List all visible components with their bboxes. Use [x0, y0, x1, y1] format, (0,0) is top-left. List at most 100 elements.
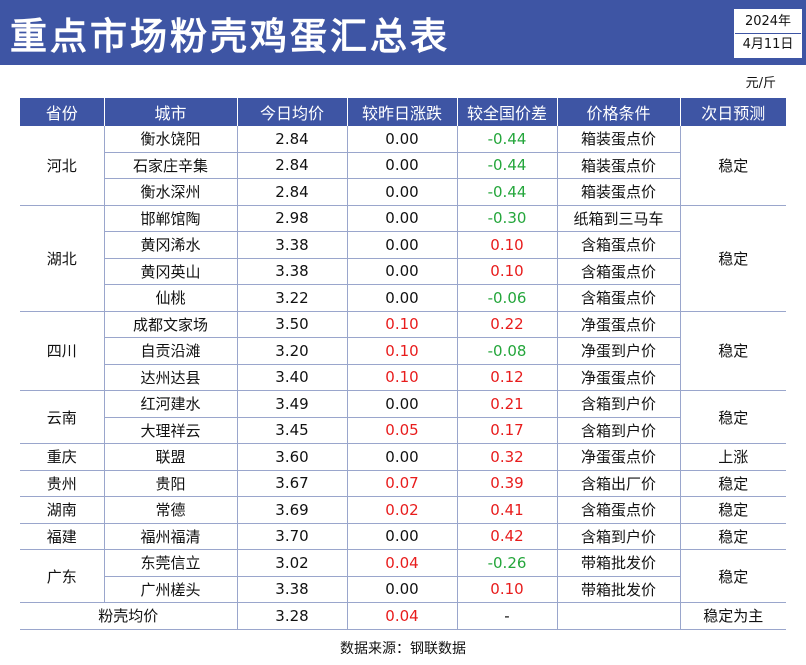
table-row: 四川 成都文家场 3.50 0.10 0.22 净蛋蛋点价 稳定: [20, 311, 786, 391]
forecast-cell: 稳定: [679, 549, 786, 603]
condition-cell: 纸箱到三马车: [556, 205, 680, 232]
forecast-cell: 稳定: [679, 205, 786, 312]
column-header: 次日预测: [680, 98, 786, 126]
province-cell: 河北: [20, 126, 104, 206]
price-cell: 3.49: [236, 390, 347, 418]
diff-cell: 0.10: [456, 576, 557, 603]
price-cell: 3.67: [236, 470, 347, 497]
column-header: 较昨日涨跌: [347, 98, 458, 126]
condition-cell: 含箱蛋点价: [556, 496, 680, 524]
city-cell: 红河建水: [103, 390, 237, 418]
forecast-cell: 稳定: [679, 496, 786, 524]
table-row: 湖南 常德 3.69 0.02 0.41 含箱蛋点价 稳定: [20, 496, 786, 524]
city-cell: 衡水深州: [103, 178, 237, 206]
diff-cell: 0.10: [456, 231, 557, 259]
province-cell: 四川: [20, 311, 104, 391]
date-badge: 2024年 4月11日: [734, 9, 802, 58]
data-source: 数据来源：钢联数据: [340, 641, 466, 657]
summary-diff: -: [456, 602, 557, 629]
change-cell: 0.05: [346, 417, 457, 444]
price-cell: 2.84: [236, 126, 347, 153]
table-row: 石家庄辛集 2.84 0.00 -0.44 箱装蛋点价: [20, 152, 786, 179]
table-row: 重庆 联盟 3.60 0.00 0.32 净蛋蛋点价 上涨: [20, 443, 786, 471]
change-cell: 0.02: [346, 496, 457, 524]
table-row: 广州槎头 3.38 0.00 0.10 带箱批发价: [20, 576, 786, 603]
diff-cell: 0.32: [456, 443, 557, 471]
summary-label: 粉壳均价: [98, 607, 159, 626]
diff-cell: -0.44: [456, 126, 557, 153]
city-cell: 联盟: [103, 443, 237, 471]
change-cell: 0.00: [346, 443, 457, 471]
forecast-cell: 稳定: [679, 390, 786, 444]
change-cell: 0.00: [346, 523, 457, 550]
province-cell: 重庆: [20, 443, 104, 471]
price-cell: 3.70: [236, 523, 347, 550]
price-cell: 3.40: [236, 364, 347, 391]
price-cell: 3.38: [236, 576, 347, 603]
column-header: 省份: [20, 98, 105, 126]
column-header: 较全国价差: [457, 98, 558, 126]
price-cell: 2.84: [236, 178, 347, 206]
diff-cell: 0.42: [456, 523, 557, 550]
table-row: 贵州 贵阳 3.67 0.07 0.39 含箱出厂价 稳定: [20, 470, 786, 497]
change-cell: 0.00: [346, 126, 457, 153]
change-cell: 0.04: [346, 549, 457, 577]
condition-cell: 含箱蛋点价: [556, 284, 680, 312]
change-cell: 0.07: [346, 470, 457, 497]
diff-cell: -0.06: [456, 284, 557, 312]
condition-cell: 含箱到户价: [556, 390, 680, 418]
diff-cell: -0.08: [456, 337, 557, 365]
condition-cell: 箱装蛋点价: [556, 126, 680, 153]
summary-condition: [556, 602, 680, 629]
diff-cell: 0.10: [456, 258, 557, 285]
column-header: 价格条件: [557, 98, 681, 126]
summary-forecast: 稳定为主: [679, 602, 786, 629]
change-cell: 0.00: [346, 231, 457, 259]
table-bottom-rule: [20, 629, 786, 630]
diff-cell: 0.12: [456, 364, 557, 391]
date-year: 2024年: [744, 14, 792, 29]
date-day: 4月11日: [742, 37, 794, 52]
city-cell: 福州福清: [103, 523, 237, 550]
city-cell: 黄冈英山: [103, 258, 237, 285]
change-cell: 0.00: [346, 205, 457, 232]
table-row: 湖北 邯郸馆陶 2.98 0.00 -0.30 纸箱到三马车 稳定: [20, 205, 786, 312]
change-cell: 0.00: [346, 284, 457, 312]
price-cell: 2.84: [236, 152, 347, 179]
page-title: 重点市场粉壳鸡蛋汇总表: [10, 15, 450, 58]
city-cell: 贵阳: [103, 470, 237, 497]
city-cell: 衡水饶阳: [103, 126, 237, 153]
diff-cell: -0.44: [456, 152, 557, 179]
table-row: 仙桃 3.22 0.00 -0.06 含箱蛋点价: [20, 284, 786, 312]
change-cell: 0.00: [346, 390, 457, 418]
date-divider: [735, 33, 801, 34]
table-body: 河北 衡水饶阳 2.84 0.00 -0.44 箱装蛋点价 稳定 石家庄辛集 2.84 0.00-…: [20, 126, 786, 629]
price-cell: 3.50: [236, 311, 347, 338]
header-bar: 重点市场粉壳鸡蛋汇总表 2024年 4月11日: [0, 0, 806, 65]
price-cell: 3.69: [236, 496, 347, 524]
condition-cell: 带箱批发价: [556, 549, 680, 577]
table-row: 云南 红河建水 3.49 0.00 0.21 含箱到户价 稳定: [20, 390, 786, 444]
table-row: 自贡沿滩 3.20 0.10 -0.08 净蛋到户价: [20, 337, 786, 365]
forecast-cell: 稳定: [679, 311, 786, 391]
column-header: 今日均价: [237, 98, 348, 126]
price-cell: 3.45: [236, 417, 347, 444]
province-cell: 广东: [20, 549, 104, 603]
condition-cell: 净蛋到户价: [556, 337, 680, 365]
table-row: 河北 衡水饶阳 2.84 0.00 -0.44 箱装蛋点价 稳定: [20, 126, 786, 206]
diff-cell: 0.39: [456, 470, 557, 497]
table-row: 黄冈英山 3.38 0.00 0.10 含箱蛋点价: [20, 258, 786, 285]
condition-cell: 含箱出厂价: [556, 470, 680, 497]
price-cell: 3.22: [236, 284, 347, 312]
summary-change: 0.04: [346, 602, 457, 629]
condition-cell: 含箱蛋点价: [556, 258, 680, 285]
condition-cell: 带箱批发价: [556, 576, 680, 603]
city-cell: 邯郸馆陶: [103, 205, 237, 232]
condition-cell: 含箱到户价: [556, 417, 680, 444]
column-header: 城市: [104, 98, 238, 126]
table-row: 黄冈浠水 3.38 0.00 0.10 含箱蛋点价: [20, 231, 786, 259]
price-cell: 3.60: [236, 443, 347, 471]
condition-cell: 净蛋蛋点价: [556, 364, 680, 391]
summary-price: 3.28: [236, 602, 347, 629]
table-row: 广东 东莞信立 3.02 0.04 -0.26 带箱批发价 稳定: [20, 549, 786, 603]
